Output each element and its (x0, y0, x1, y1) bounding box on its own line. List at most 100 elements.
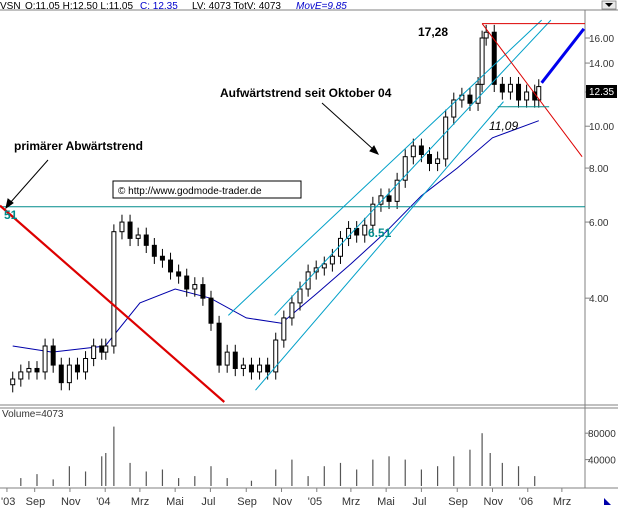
candle-body (499, 83, 505, 93)
candle-body (91, 345, 97, 360)
price-tick-label: 14.00 (589, 59, 614, 70)
header-symbol: VSN (0, 1, 21, 12)
volume-panel-title: Volume=4073 (2, 409, 64, 420)
candle-body (127, 221, 133, 239)
candle-body (216, 322, 222, 366)
candle-body (74, 364, 80, 373)
time-tick-label: '06 (519, 496, 533, 508)
candle-body (42, 345, 48, 373)
time-tick-label: Nov (484, 496, 504, 508)
channel-middle-line (274, 19, 552, 316)
time-tick-label: Jul (412, 496, 426, 508)
time-tick-label: Mrz (342, 496, 360, 508)
candle-body (273, 339, 279, 373)
peak-value-label: 17,28 (418, 25, 448, 39)
price-tick-label: 16.00 (589, 34, 614, 45)
time-tick-label: Mai (166, 496, 184, 508)
candle-body (83, 358, 89, 373)
annotation-arrows (5, 102, 380, 210)
projection-line (540, 27, 586, 84)
chart-header: VSN O:11.05 H:12.50 L:11.05 C: 12.35 LV:… (0, 1, 347, 12)
candle-body (26, 367, 32, 373)
time-tick-label: '03 (1, 496, 15, 508)
candle-body (289, 302, 295, 319)
candle-body (346, 227, 352, 239)
candle-body (184, 275, 190, 290)
copyright-text: © http://www.godmode-trader.de (118, 186, 262, 197)
price-tick-label: 6.00 (589, 218, 609, 229)
candle-body (99, 345, 105, 353)
time-tick-label: Sep (237, 496, 257, 508)
candle-body (451, 99, 457, 118)
channel-annotation: Aufwärtstrend seit Oktober 04 (220, 86, 392, 100)
time-tick-label: Sep (26, 496, 46, 508)
time-axis: '03 Sep Nov '04 Mrz Mai Jul Sep Nov '05 Mrz Mai Jul S… (1, 488, 571, 508)
candle-body (50, 345, 56, 366)
time-tick-label: '05 (308, 496, 322, 508)
candle-body (402, 156, 408, 181)
time-tick-label: Mrz (131, 496, 149, 508)
candle-body (66, 364, 72, 384)
candle-body (200, 284, 206, 299)
volume-tick-label: 40000 (588, 456, 616, 467)
last-price-value: 12.35 (589, 87, 614, 98)
candle-body (18, 371, 24, 380)
header-moving-average: MovE=9.85 (296, 1, 347, 12)
scroll-right-icon[interactable] (604, 498, 611, 505)
primary-downtrend-line (0, 204, 226, 403)
candle-body (475, 83, 481, 104)
channel-lower-line (255, 101, 504, 391)
candle-body (135, 234, 141, 239)
downtrend-annotation: primärer Abwärtstrend (14, 139, 143, 153)
candle-body (297, 288, 303, 304)
candle-body (507, 83, 513, 93)
candle-body (427, 154, 433, 164)
candle-body (516, 83, 522, 101)
candle-body (232, 351, 238, 369)
candle-body (119, 221, 125, 233)
candle-body (151, 244, 157, 257)
low-value-label: 11,09 (489, 119, 518, 133)
candle-body (491, 31, 497, 85)
candle-body (58, 364, 64, 384)
channel-upper-line (227, 19, 542, 316)
candle-body (467, 94, 473, 104)
price-tick-label: 10.00 (589, 122, 614, 133)
candle-body (394, 179, 400, 202)
candle-body (386, 195, 392, 202)
panel-toggle-icon[interactable] (601, 0, 617, 10)
candle-body (168, 259, 174, 273)
price-tick-label: 4.00 (589, 294, 609, 305)
header-ohlc: O:11.05 H:12.50 L:11.05 (25, 1, 133, 12)
last-price-tag: 12.35 (586, 85, 617, 98)
candle-body (240, 364, 246, 369)
time-tick-label: Mrz (553, 496, 571, 508)
candle-body (103, 345, 109, 353)
volume-axis: 40000 80000 (585, 429, 616, 467)
candle-body (265, 364, 271, 373)
candle-body (224, 351, 230, 366)
time-tick-label: Jul (201, 496, 215, 508)
candle-body (248, 364, 254, 373)
time-tick-label: '04 (96, 496, 110, 508)
volume-bars (20, 426, 536, 486)
candle-body (321, 263, 327, 269)
candle-body (362, 224, 368, 236)
candle-body (176, 271, 182, 277)
candle-body (536, 86, 542, 101)
candle-body (143, 234, 149, 246)
price-candles (10, 24, 542, 393)
candle-body (192, 284, 198, 290)
candle-body (329, 255, 335, 265)
candle-body (281, 317, 287, 341)
candle-body (435, 158, 441, 164)
candle-body (524, 91, 530, 101)
candle-body (483, 31, 489, 39)
time-tick-label: Nov (273, 496, 293, 508)
candle-body (410, 145, 416, 158)
candle-body (208, 297, 214, 324)
header-close: C: 12.35 (140, 1, 178, 12)
header-volume: LV: 4073 TotV: 4073 (192, 1, 281, 12)
candle-body (10, 378, 16, 386)
